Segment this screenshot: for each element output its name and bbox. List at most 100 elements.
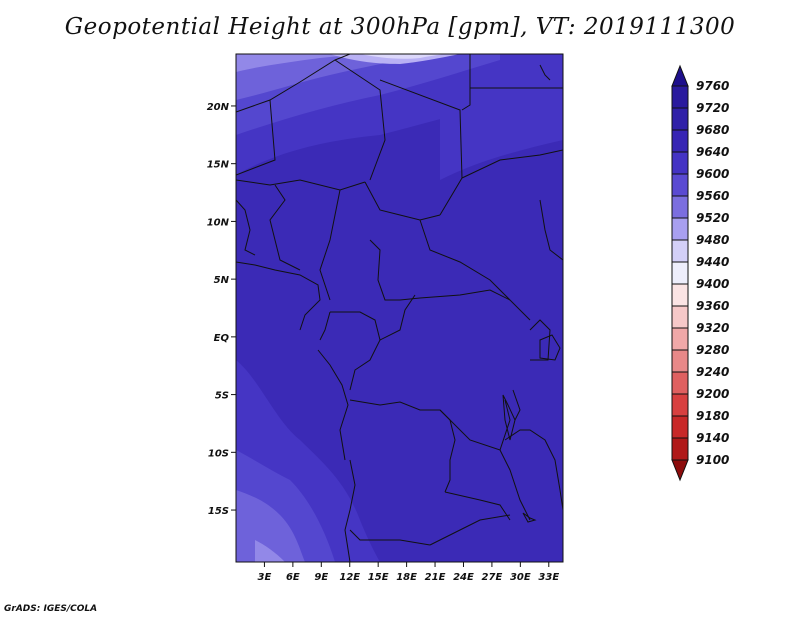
border-line	[429, 514, 511, 546]
lon-tick-label: 3E	[258, 572, 272, 583]
colorbar-level-label: 9680	[696, 123, 729, 137]
field-band-9640-ne	[440, 54, 563, 180]
border-line	[334, 59, 386, 181]
field-band-9440	[360, 54, 445, 59]
border-line	[236, 179, 366, 191]
colorbar-level-label: 9100	[696, 453, 729, 467]
colorbar: 9760 9720 9680 9640 9600 9560 9520 9480 9440 9400…	[671, 64, 729, 482]
grads-credit: GrADS: IGES/COLA	[4, 604, 98, 614]
colorbar-level-label: 9180	[696, 409, 729, 423]
border-line	[499, 449, 531, 521]
field-band-9560-north	[236, 54, 420, 100]
colorbar-level-label: 9240	[696, 365, 729, 379]
border-line	[399, 289, 531, 321]
lon-tick-label: 18E	[396, 572, 417, 583]
lake-outline	[502, 394, 516, 441]
lat-tick-label: 10N	[207, 217, 230, 228]
colorbar-swatch	[671, 217, 689, 241]
lake-outline	[539, 334, 561, 361]
colorbar-level-label: 9600	[696, 167, 729, 181]
colorbar-swatch	[671, 107, 689, 131]
border-line	[319, 189, 341, 301]
colorbar-swatch	[671, 327, 689, 351]
border-line	[379, 79, 463, 216]
colorbar-swatch	[671, 85, 689, 109]
border-line	[236, 199, 256, 256]
border-line	[504, 429, 563, 511]
border-line	[236, 261, 321, 331]
lat-tick-label: EQ	[214, 333, 230, 344]
colorbar-swatch	[671, 129, 689, 153]
lon-tick-label: 15E	[368, 572, 389, 583]
colorbar-level-label: 9560	[696, 189, 729, 203]
colorbar-level-label: 9440	[696, 255, 729, 269]
colorbar-swatch	[671, 151, 689, 175]
contour-field	[236, 54, 563, 562]
lat-tick-label: 15S	[208, 506, 229, 517]
border-line	[319, 311, 331, 341]
colorbar-level-label: 9520	[696, 211, 729, 225]
colorbar-level-label: 9200	[696, 387, 729, 401]
colorbar-swatch	[671, 195, 689, 219]
lon-tick-label: 12E	[339, 572, 360, 583]
border-line	[269, 184, 301, 271]
lon-tick-label: 24E	[453, 572, 474, 583]
colorbar-swatch	[671, 305, 689, 329]
lon-tick-label: 27E	[482, 572, 503, 583]
border-line	[539, 64, 551, 81]
border-line	[369, 239, 400, 301]
border-line	[419, 219, 511, 301]
longitude-axis: 3E 6E 9E 12E 15E 18E 21E 24E 27E 30E 33E	[258, 562, 559, 583]
lat-tick-label: 15N	[207, 160, 230, 171]
colorbar-top-arrow	[671, 64, 689, 87]
colorbar-level-label: 9140	[696, 431, 729, 445]
border-line	[444, 491, 511, 521]
colorbar-level-label: 9320	[696, 321, 729, 335]
colorbar-swatch	[671, 437, 689, 461]
border-line	[317, 349, 349, 461]
border-line	[236, 54, 351, 113]
map-frame	[235, 53, 564, 563]
colorbar-level-label: 9640	[696, 145, 729, 159]
lat-tick-label: 10S	[208, 448, 229, 459]
lon-tick-label: 33E	[538, 572, 559, 583]
border-line	[461, 54, 471, 111]
latitude-axis: 20N 15N 10N 5N EQ 5S 10S 15S	[207, 102, 236, 517]
colorbar-level-label: 9280	[696, 343, 729, 357]
colorbar-swatch	[671, 283, 689, 307]
border-line	[512, 389, 521, 421]
lon-tick-label: 30E	[510, 572, 531, 583]
field-band-9520-south	[255, 540, 285, 562]
lat-tick-label: 20N	[207, 102, 230, 113]
colorbar-swatch	[671, 349, 689, 373]
colorbar-level-label: 9760	[696, 79, 729, 93]
border-line	[349, 529, 431, 546]
colorbar-level-label: 9360	[696, 299, 729, 313]
lat-tick-label: 5N	[214, 275, 230, 286]
border-line	[529, 319, 551, 361]
lon-tick-label: 9E	[314, 572, 328, 583]
field-band-9520	[236, 54, 380, 72]
colorbar-swatch	[671, 239, 689, 263]
colorbar-swatch	[671, 415, 689, 439]
colorbar-bottom-arrow	[671, 459, 689, 482]
border-line	[379, 294, 416, 341]
lake-outline	[522, 512, 537, 523]
lon-tick-label: 6E	[286, 572, 300, 583]
colorbar-level-label: 9480	[696, 233, 729, 247]
border-line	[539, 199, 563, 261]
lat-tick-label: 5S	[215, 391, 229, 402]
colorbar-swatch	[671, 173, 689, 197]
colorbar-level-label: 9400	[696, 277, 729, 291]
field-band-9560-south	[236, 490, 305, 562]
border-line	[330, 311, 381, 391]
border-line	[364, 181, 441, 221]
colorbar-level-label: 9720	[696, 101, 729, 115]
colorbar-swatch	[671, 371, 689, 395]
colorbar-swatch	[671, 261, 689, 285]
country-borders	[236, 54, 563, 562]
border-line	[461, 149, 563, 179]
lon-tick-label: 21E	[425, 572, 446, 583]
border-line	[444, 419, 456, 493]
